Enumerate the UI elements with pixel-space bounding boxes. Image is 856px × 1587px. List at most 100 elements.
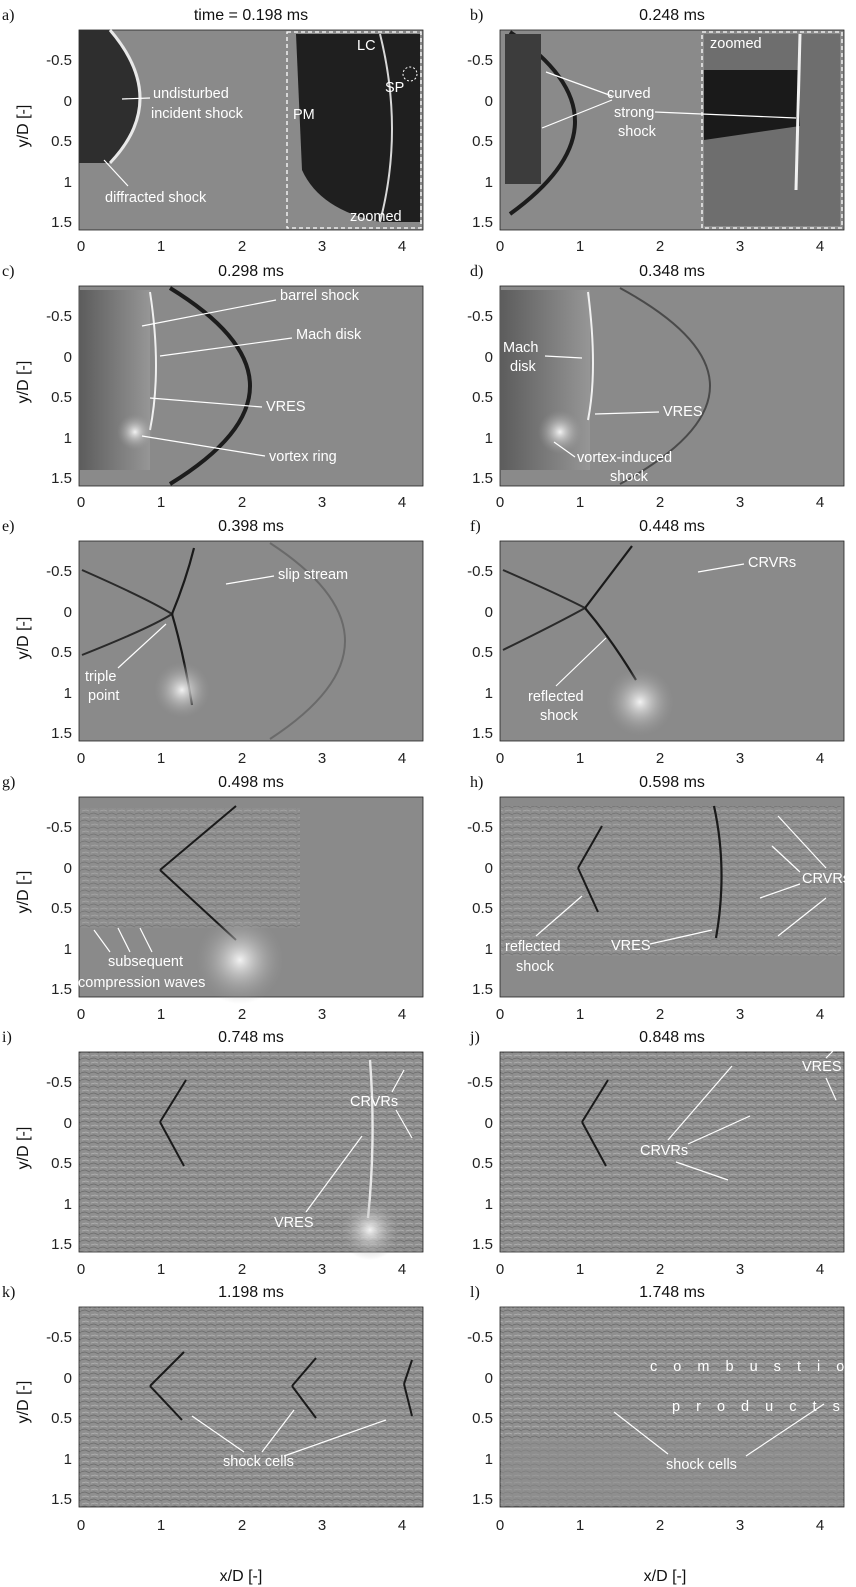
panel-i: CRVRs VRES i) 0.748 ms 0 1 2 3 4 -0.5 0 …: [2, 1029, 424, 1278]
x-tick-label: 4: [398, 494, 406, 511]
annotation: zoomed: [350, 209, 402, 225]
annotation: slip stream: [278, 567, 348, 583]
annotation-arrow: [541, 99, 613, 129]
y-tick-label: -0.5: [467, 1329, 493, 1346]
shock-cell: [159, 1079, 187, 1167]
annotation-arrow: [261, 1409, 295, 1453]
zoom-dark-region: [704, 70, 800, 140]
panel-label: l): [470, 1284, 480, 1301]
panel-j: VRES CRVRs j) 0.848 ms 0 1 2 3 4 -0.5 0 …: [467, 1029, 845, 1278]
y-tick-label: 1: [485, 1196, 493, 1213]
annotation-arrow: [594, 411, 660, 415]
panel-label: c): [2, 263, 14, 280]
y-tick-label: -0.5: [46, 563, 72, 580]
annotation: diffracted shock: [105, 190, 207, 206]
panel-title: 0.348 ms: [639, 263, 705, 280]
annotation-arrow: [391, 1069, 405, 1093]
panel-title: 0.848 ms: [639, 1029, 705, 1046]
annotation: CRVRs: [350, 1094, 398, 1110]
annotation-arrow: [649, 929, 713, 945]
x-tick-label: 0: [77, 1517, 85, 1534]
annotation: reflected: [505, 939, 561, 955]
annotation: incident shock: [151, 106, 244, 122]
y-axis-label: y/D [-]: [15, 105, 32, 148]
panel-label: j): [469, 1029, 480, 1046]
annotation: vortex-induced: [577, 450, 672, 466]
annotation: VRES: [266, 399, 306, 415]
y-tick-label: 1: [64, 174, 72, 191]
annotation: VRES: [611, 938, 651, 954]
x-tick-label: 0: [77, 1006, 85, 1023]
panel-label: k): [2, 1284, 15, 1301]
y-tick-label: 1.5: [51, 1491, 72, 1508]
x-tick-label: 1: [157, 1261, 165, 1278]
y-tick-label: 1: [64, 685, 72, 702]
y-tick-label: -0.5: [46, 1329, 72, 1346]
y-tick-label: -0.5: [467, 308, 493, 325]
x-tick-label: 3: [318, 494, 326, 511]
panel-c: barrel shock Mach disk VRES vortex ring …: [2, 263, 424, 511]
y-tick-label: 0: [64, 1370, 72, 1387]
y-tick-label: 0: [485, 1370, 493, 1387]
panel-title: 0.398 ms: [218, 518, 284, 535]
y-tick-label: 0: [64, 349, 72, 366]
annotation: subsequent: [108, 954, 183, 970]
y-axis-label: y/D [-]: [15, 361, 32, 404]
annotation: triple: [85, 669, 116, 685]
annotation-arrow: [225, 575, 275, 585]
y-tick-label: 0: [485, 349, 493, 366]
panel-label: h): [470, 774, 483, 791]
annotation-arrow: [121, 97, 151, 100]
annotation: CRVRs: [748, 555, 796, 571]
annotation-arrow: [777, 897, 827, 937]
x-tick-label: 3: [736, 238, 744, 255]
y-tick-label: 0: [485, 93, 493, 110]
annotation-arrow: [159, 337, 293, 357]
y-tick-label: 0.5: [472, 900, 493, 917]
panel-h: reflected shock VRES CRVRs h) 0.598 ms 0…: [467, 774, 850, 1023]
annotation: shock cells: [223, 1454, 294, 1470]
x-tick-label: 2: [238, 1261, 246, 1278]
panel-a: undisturbed incident shock diffracted sh…: [2, 7, 424, 255]
annotation-arrow: [759, 883, 801, 899]
y-tick-label: 0.5: [472, 1155, 493, 1172]
x-tick-label: 2: [238, 494, 246, 511]
x-tick-label: 4: [398, 1517, 406, 1534]
annotation: CRVRs: [640, 1143, 688, 1159]
y-tick-label: 0: [485, 860, 493, 877]
annotation-arrow: [305, 1135, 363, 1213]
annotation-arrow: [697, 563, 745, 573]
annotation: shock: [540, 708, 579, 724]
x-tick-label: 1: [157, 1517, 165, 1534]
panel-label: b): [470, 7, 483, 24]
annotation: zoomed: [710, 36, 762, 52]
annotation-arrow: [553, 441, 576, 458]
vortex-glow: [340, 1200, 400, 1260]
x-tick-label: 0: [77, 1261, 85, 1278]
x-tick-label: 1: [576, 1517, 584, 1534]
annotation: disk: [510, 359, 537, 375]
annotation-arrow: [149, 397, 263, 408]
panel-title: 1.198 ms: [218, 1284, 284, 1301]
panel-label: i): [2, 1029, 12, 1046]
annotation-arrow: [139, 927, 153, 953]
x-tick-label: 4: [816, 1261, 824, 1278]
y-tick-label: 1.5: [472, 725, 493, 742]
x-tick-label: 0: [77, 750, 85, 767]
annotation: point: [88, 688, 119, 704]
annotation-arrow: [544, 355, 583, 359]
x-tick-label: 0: [496, 238, 504, 255]
y-tick-label: 0.5: [472, 389, 493, 406]
y-tick-label: 1.5: [51, 725, 72, 742]
panel-title: 0.748 ms: [218, 1029, 284, 1046]
annotation-arrow: [141, 435, 266, 457]
panel-label: a): [2, 7, 14, 24]
y-tick-label: 0.5: [51, 1410, 72, 1427]
vortex-glow: [196, 916, 284, 1004]
x-tick-label: 0: [496, 1517, 504, 1534]
y-tick-label: 1: [64, 1451, 72, 1468]
diffracted-shock-bubble: [79, 30, 140, 163]
y-tick-label: 1.5: [51, 470, 72, 487]
curved-strong-shock: [794, 33, 802, 191]
y-tick-label: 0.5: [472, 1410, 493, 1427]
